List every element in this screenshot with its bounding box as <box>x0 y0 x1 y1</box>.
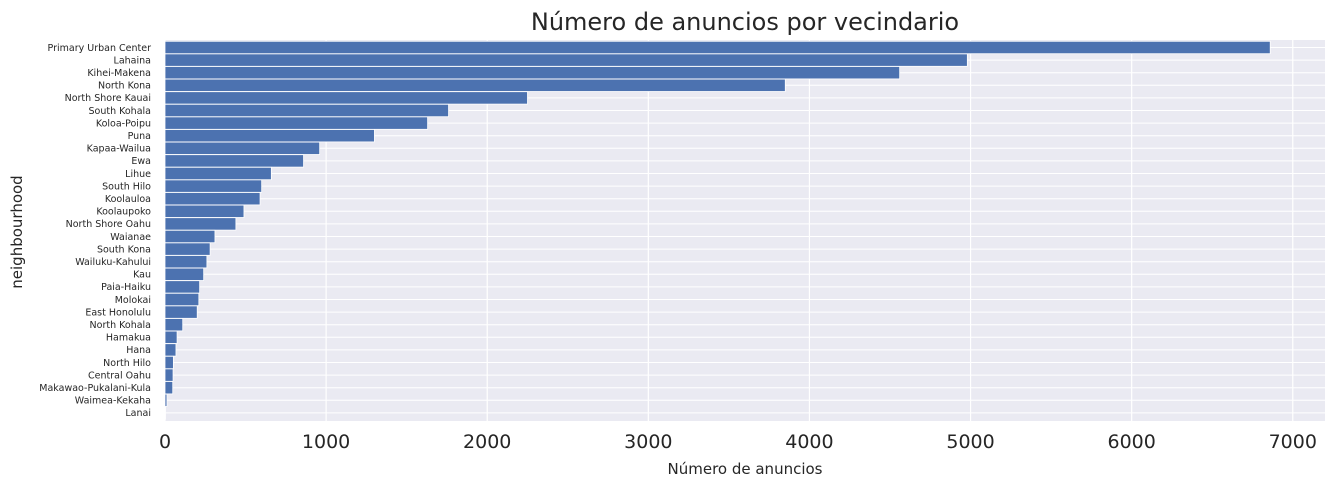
y-tick-label: North Kona <box>98 81 151 92</box>
y-tick-label: Lahaina <box>114 55 151 66</box>
x-tick-label: 7000 <box>1269 431 1317 453</box>
x-tick-label: 4000 <box>785 431 833 453</box>
y-tick-label: Puna <box>128 131 151 142</box>
bar-koolaupoko <box>164 204 245 218</box>
y-tick-label: Hana <box>126 345 151 356</box>
y-tick-label: Waianae <box>110 232 151 243</box>
x-axis-label: Número de anuncios <box>668 460 823 478</box>
x-tick-label: 5000 <box>946 431 994 453</box>
bar-waimea-kekaha <box>164 393 168 407</box>
y-tick-label: Wailuku-Kahului <box>75 257 151 268</box>
bar-kau <box>164 267 205 281</box>
x-tick-label: 3000 <box>624 431 672 453</box>
bar-ewa <box>164 154 304 168</box>
y-tick-label: Koolaupoko <box>96 207 151 218</box>
y-tick-label: East Honolulu <box>85 307 151 318</box>
y-tick-label: Koloa-Poipu <box>96 118 151 129</box>
bar-hamakua <box>164 330 178 344</box>
y-tick-label: South Kona <box>97 244 151 255</box>
bar-east-honolulu <box>164 305 198 319</box>
y-tick-label: Lihue <box>125 169 151 180</box>
x-tick-label: 0 <box>159 431 171 453</box>
bar-south-kohala <box>164 103 449 118</box>
bar-koloa-poipu <box>164 116 429 130</box>
y-tick-label: Paia-Haiku <box>101 282 151 293</box>
bar-paia-haiku <box>164 280 201 294</box>
bar-primary-urban-center <box>164 40 1271 55</box>
y-tick-label: Kau <box>133 270 151 281</box>
y-tick-label: Hamakua <box>106 333 151 344</box>
x-tick-label: 2000 <box>463 431 511 453</box>
x-tick-label: 1000 <box>302 431 350 453</box>
bar-molokai <box>164 292 200 307</box>
bar-koolauloa <box>164 192 261 206</box>
bar-north-shore-oahu <box>164 217 237 231</box>
bar-south-kona <box>164 242 211 256</box>
y-tick-label: South Kohala <box>88 106 151 117</box>
y-tick-label: Molokai <box>115 295 151 306</box>
y-tick-label: Makawao-Pukalani-Kula <box>39 383 151 394</box>
bar-lahaina <box>164 53 968 67</box>
bar-wailuku-kahului <box>164 255 208 269</box>
y-tick-label: Kihei-Makena <box>87 68 151 79</box>
chart-title: Número de anuncios por vecindario <box>531 8 959 36</box>
bar-kapaa-wailua <box>164 141 321 155</box>
bar-lihue <box>164 166 272 181</box>
y-tick-label: Kapaa-Wailua <box>87 144 151 155</box>
y-axis-label: neighbourhood <box>8 175 26 288</box>
bar-north-hilo <box>164 355 174 370</box>
y-tick-label: North Shore Oahu <box>66 219 151 230</box>
bar-makawao-pukalani-kula <box>164 381 174 395</box>
y-tick-label: Waimea-Kekaha <box>75 396 151 407</box>
y-tick-label: North Shore Kauai <box>65 93 151 104</box>
y-tick-label: North Kohala <box>90 320 151 331</box>
bar-central-oahu <box>164 368 174 382</box>
bar-north-kohala <box>164 318 184 332</box>
bar-north-shore-kauai <box>164 91 528 105</box>
bar-hana <box>164 343 177 357</box>
x-tick-label: 6000 <box>1107 431 1155 453</box>
bar-puna <box>164 129 375 143</box>
bars <box>164 40 1271 420</box>
y-tick-label: South Hilo <box>102 181 151 192</box>
y-tick-label: Koolauloa <box>105 194 151 205</box>
bar-waianae <box>164 229 216 244</box>
bar-south-hilo <box>164 179 263 193</box>
x-tick-labels: 0 1000 2000 3000 4000 5000 6000 7000 <box>159 431 1317 453</box>
y-tick-label: Central Oahu <box>88 370 151 381</box>
y-tick-label: Lanai <box>125 408 151 419</box>
y-tick-label: Ewa <box>131 156 151 167</box>
bar-north-kona <box>164 78 786 92</box>
y-tick-label: North Hilo <box>103 358 151 369</box>
bar-kihei-makena <box>164 66 901 80</box>
y-tick-label: Primary Urban Center <box>48 43 152 54</box>
